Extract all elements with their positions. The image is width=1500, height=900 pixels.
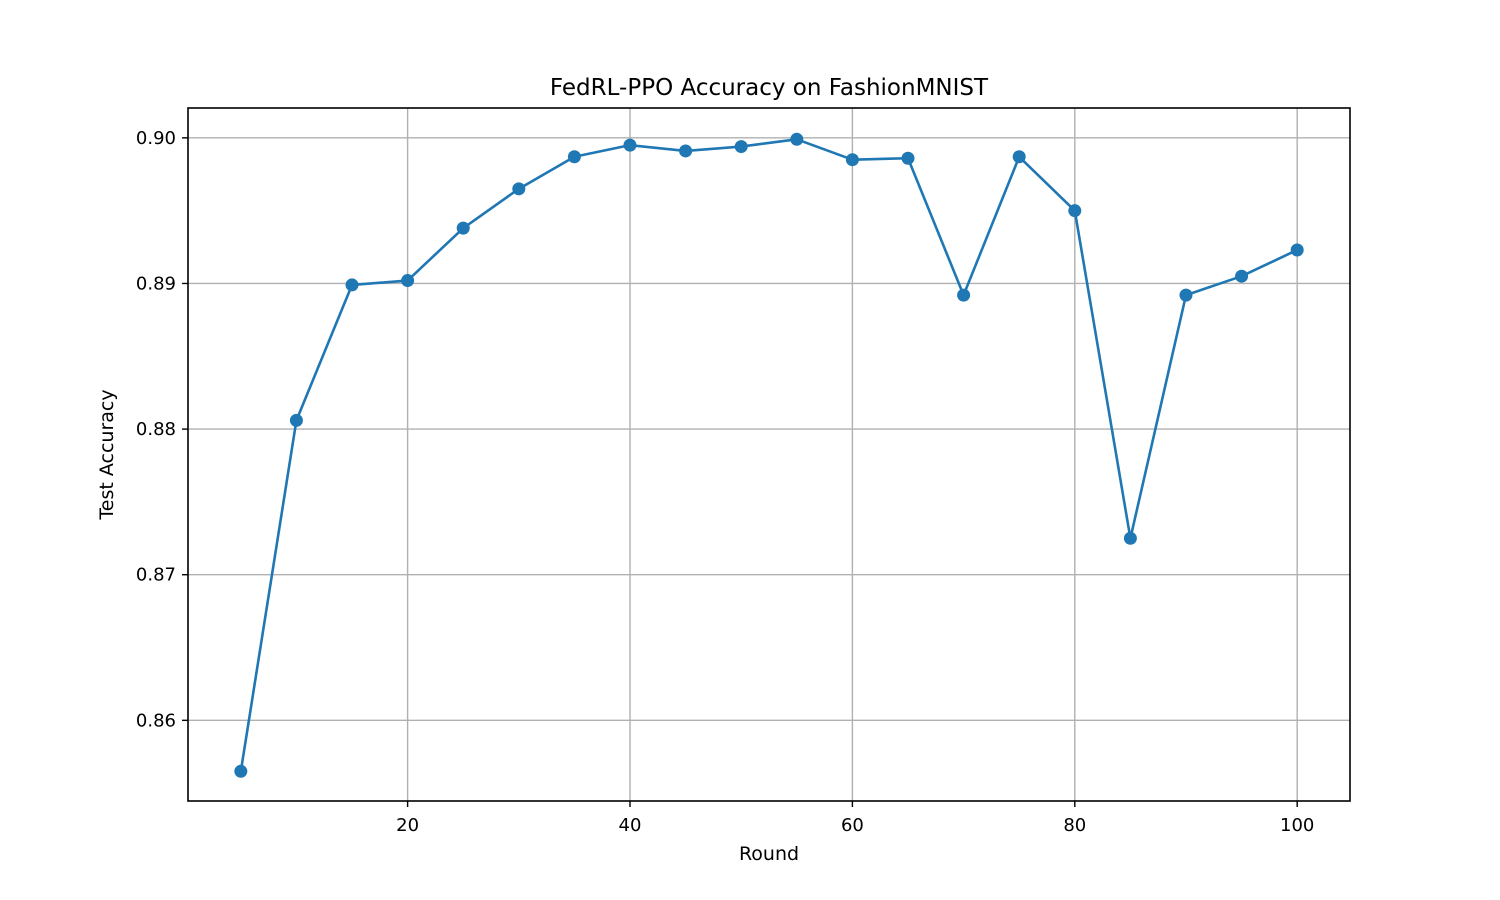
data-point: [401, 274, 415, 288]
data-point: [1068, 204, 1082, 218]
x-tick-label: 40: [619, 815, 642, 836]
y-tick-label: 0.88: [136, 419, 176, 440]
data-point: [456, 221, 470, 235]
x-tick-label: 20: [396, 815, 419, 836]
data-point: [1290, 243, 1304, 257]
x-tick-label: 60: [841, 815, 864, 836]
series-layer: [234, 132, 1304, 778]
data-point: [901, 151, 915, 165]
data-point: [567, 150, 581, 164]
data-point: [234, 764, 248, 778]
axis-ticks: 20 40 60 80 100 0.86 0.87 0.88 0.89 0.90: [136, 128, 1314, 836]
data-point: [845, 153, 859, 167]
y-tick-label: 0.87: [136, 565, 176, 586]
data-point: [734, 140, 748, 154]
data-point: [679, 144, 693, 158]
y-tick-label: 0.90: [136, 128, 176, 149]
y-axis-label: Test Accuracy: [96, 389, 118, 520]
data-point: [623, 138, 637, 152]
x-tick-label: 100: [1280, 815, 1314, 836]
y-tick-label: 0.89: [136, 273, 176, 294]
data-point: [1123, 531, 1137, 545]
data-point: [957, 288, 971, 302]
plot-area-frame: [187, 107, 1351, 802]
y-tick-label: 0.86: [136, 710, 176, 731]
data-point: [345, 278, 359, 292]
x-tick-label: 80: [1063, 815, 1086, 836]
chart-title: FedRL-PPO Accuracy on FashionMNIST: [550, 75, 989, 101]
data-point: [1012, 150, 1026, 164]
x-axis-label: Round: [739, 843, 799, 865]
data-point: [790, 132, 804, 146]
data-point: [512, 182, 526, 196]
data-point: [289, 413, 303, 427]
data-point: [1179, 288, 1193, 302]
data-point: [1235, 269, 1249, 283]
grid: [188, 108, 1350, 801]
series-line: [239, 138, 1298, 772]
